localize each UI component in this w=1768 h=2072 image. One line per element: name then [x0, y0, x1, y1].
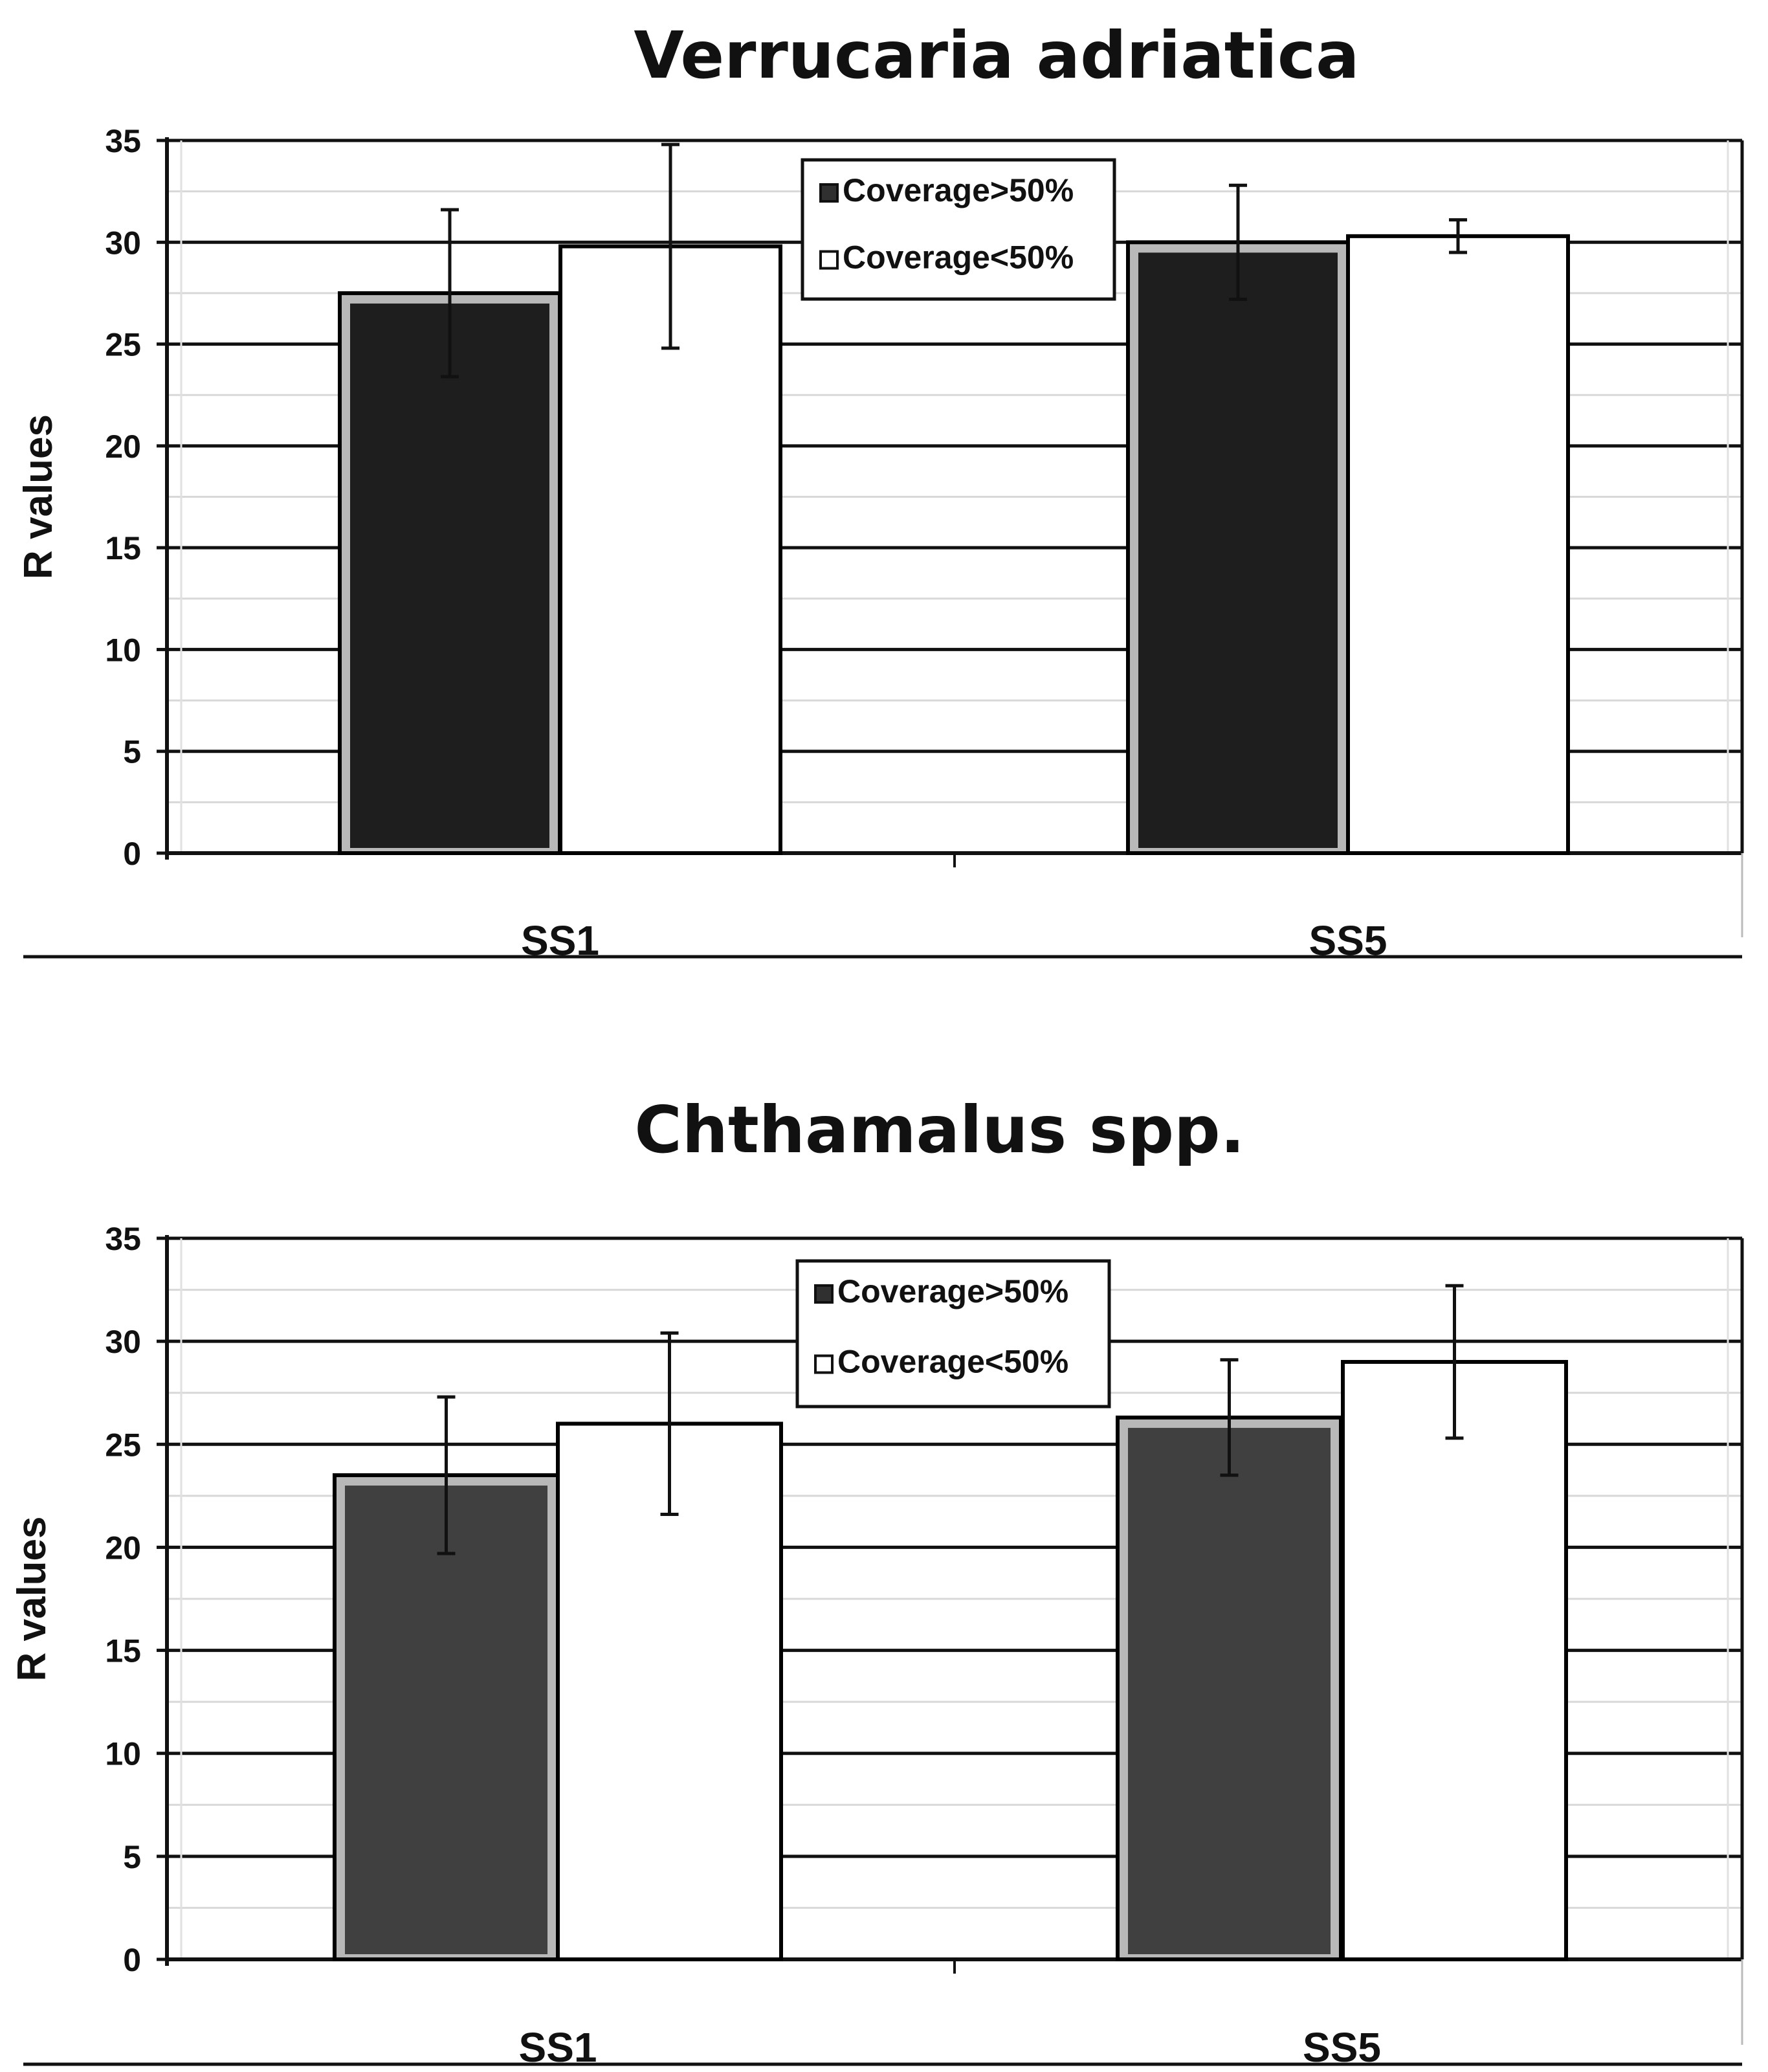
legend-label: Coverage>50% [837, 1273, 1068, 1309]
y-tick-label: 15 [105, 1633, 141, 1669]
y-tick-label: 0 [123, 836, 141, 872]
bar [1128, 1427, 1331, 1954]
legend-label: Coverage<50% [837, 1344, 1068, 1380]
y-tick-label: 15 [105, 530, 141, 566]
y-tick-label: 25 [105, 1427, 141, 1463]
y-tick-label: 5 [123, 734, 141, 770]
legend-label: Coverage<50% [843, 240, 1074, 276]
y-tick-label: 30 [105, 225, 141, 261]
y-tick-label: 10 [105, 632, 141, 668]
chart-title: Verrucaria adriatica [634, 17, 1359, 93]
y-tick-label: 0 [123, 1942, 141, 1978]
bar [1341, 1359, 1568, 1961]
legend-box [795, 1259, 1111, 1409]
bar [1138, 252, 1338, 848]
legend-swatch [819, 183, 839, 203]
y-axis-label: R values [16, 414, 61, 579]
y-tick-label: 20 [105, 1530, 141, 1566]
y-tick-label: 20 [105, 429, 141, 465]
legend-box [801, 158, 1116, 301]
y-axis-label: R values [10, 1516, 54, 1681]
chart-verrucaria: Verrucaria adriatica 0 5 10 15 20 25 30 35 R valu… [16, 17, 1744, 964]
y-tick-label: 35 [105, 1221, 141, 1257]
bar [350, 303, 549, 848]
legend-swatch [814, 1354, 834, 1374]
legend-label: Coverage>50% [843, 172, 1074, 208]
chart-title: Chthamalus spp. [634, 1092, 1244, 1168]
y-tick-label: 10 [105, 1736, 141, 1772]
bar [345, 1486, 547, 1954]
y-tick-label: 35 [105, 123, 141, 159]
y-tick-label: 5 [123, 1839, 141, 1875]
y-tick-label: 25 [105, 327, 141, 363]
bar [1346, 234, 1570, 855]
legend-swatch [819, 250, 839, 270]
legend-swatch [814, 1284, 834, 1304]
y-tick-label: 30 [105, 1324, 141, 1360]
